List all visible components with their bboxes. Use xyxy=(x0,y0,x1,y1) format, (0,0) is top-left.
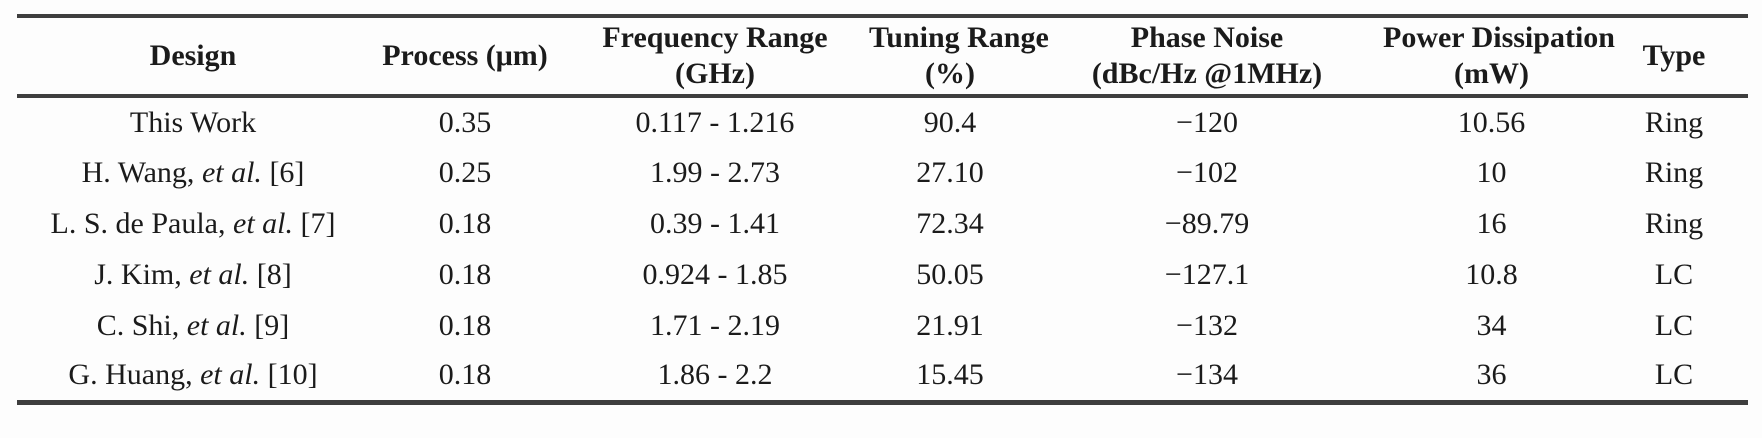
paper-table-page: Design Process (μm) Frequency Range (GHz… xyxy=(0,14,1762,438)
cell-tuning-range: 21.91 xyxy=(916,308,984,342)
col-header-tuning-range: Tuning Range (%) xyxy=(869,16,1049,96)
cell-power-dissipation: 16 xyxy=(1476,206,1507,240)
cell-frequency-range: 1.71 - 2.19 xyxy=(650,308,780,342)
cell-tuning-range: 27.10 xyxy=(916,155,984,189)
header-line: (dBc/Hz @1MHz) xyxy=(1091,57,1323,90)
header-line: (mW) xyxy=(1454,57,1529,90)
cell-phase-noise: −134 xyxy=(1176,358,1238,392)
col-header-type: Type xyxy=(1600,16,1748,96)
header-line: Frequency Range xyxy=(602,21,828,54)
cell-type: Ring xyxy=(1644,105,1704,139)
design-ref: [6] xyxy=(261,155,305,189)
design-etal: et al. xyxy=(186,308,247,342)
cell-tuning-range: 15.45 xyxy=(916,358,984,392)
header-line: Type xyxy=(1642,39,1706,72)
design-name: H. Wang, xyxy=(81,155,202,189)
cell-process: 0.35 xyxy=(438,105,492,139)
design-etal: et al. xyxy=(200,358,261,392)
cell-type: LC xyxy=(1654,358,1694,392)
table-header: Design Process (μm) Frequency Range (GHz… xyxy=(17,16,1748,96)
header-line: Design xyxy=(149,39,237,72)
design-name: L. S. de Paula, xyxy=(50,206,233,240)
cell-power-dissipation: 10.56 xyxy=(1457,105,1526,139)
header-line: Power Dissipation xyxy=(1383,21,1615,54)
col-header-process: Process (μm) xyxy=(369,16,561,96)
cell-process: 0.18 xyxy=(438,358,492,392)
cell-power-dissipation: 36 xyxy=(1476,358,1507,392)
cell-tuning-range: 90.4 xyxy=(923,105,977,139)
cell-process: 0.25 xyxy=(438,155,492,189)
cell-phase-noise: −120 xyxy=(1176,105,1238,139)
design-etal: et al. xyxy=(233,206,293,240)
cell-phase-noise: −127.1 xyxy=(1164,257,1250,291)
col-header-frequency-range: Frequency Range (GHz) xyxy=(561,16,869,96)
header-line: (GHz) xyxy=(675,57,755,90)
table-row: This Work 0.35 0.117 - 1.216 90.4 −120 1… xyxy=(17,96,1748,147)
table-row: G. Huang, et al. [10] 0.18 1.86 - 2.2 15… xyxy=(17,351,1748,402)
cell-process: 0.18 xyxy=(438,206,492,240)
cell-design: C. Shi, et al. [9] xyxy=(17,300,369,351)
cell-frequency-range: 1.99 - 2.73 xyxy=(650,155,780,189)
header-line: Phase Noise xyxy=(1130,21,1284,54)
design-name: This Work xyxy=(129,105,257,139)
cell-design: G. Huang, et al. [10] xyxy=(17,351,369,402)
table-row: H. Wang, et al. [6] 0.25 1.99 - 2.73 27.… xyxy=(17,147,1748,198)
col-header-power-dissipation: Power Dissipation (mW) xyxy=(1383,16,1615,96)
cell-power-dissipation: 10.8 xyxy=(1465,257,1518,291)
table-row: C. Shi, et al. [9] 0.18 1.71 - 2.19 21.9… xyxy=(17,300,1748,351)
cell-phase-noise: −102 xyxy=(1176,155,1238,189)
design-name: C. Shi, xyxy=(96,308,187,342)
cell-process: 0.18 xyxy=(438,257,492,291)
header-line: Process (μm) xyxy=(382,39,548,72)
header-line: Tuning Range xyxy=(869,21,1049,54)
cell-phase-noise: −132 xyxy=(1176,308,1238,342)
cell-design: This Work xyxy=(17,96,369,147)
cell-design: L. S. de Paula, et al. [7] xyxy=(17,198,369,249)
design-ref: [10] xyxy=(260,358,318,392)
cell-type: LC xyxy=(1654,308,1694,342)
design-etal: et al. xyxy=(201,155,262,189)
col-header-design: Design xyxy=(17,16,369,96)
cell-phase-noise: −89.79 xyxy=(1164,206,1250,240)
cell-frequency-range: 1.86 - 2.2 xyxy=(657,358,773,392)
cell-design: J. Kim, et al. [8] xyxy=(17,249,369,300)
design-ref: [8] xyxy=(249,257,292,291)
design-name: G. Huang, xyxy=(68,358,201,392)
cell-type: Ring xyxy=(1644,206,1704,240)
design-ref: [9] xyxy=(246,308,290,342)
cell-process: 0.18 xyxy=(438,308,492,342)
comparison-table: Design Process (μm) Frequency Range (GHz… xyxy=(17,14,1748,405)
table-row: J. Kim, et al. [8] 0.18 0.924 - 1.85 50.… xyxy=(17,249,1748,300)
header-line: (%) xyxy=(925,57,975,90)
table-body: This Work 0.35 0.117 - 1.216 90.4 −120 1… xyxy=(17,96,1748,402)
header-row: Design Process (μm) Frequency Range (GHz… xyxy=(17,16,1748,96)
cell-frequency-range: 0.924 - 1.85 xyxy=(642,257,788,291)
design-name: J. Kim, xyxy=(94,257,190,291)
table-row: L. S. de Paula, et al. [7] 0.18 0.39 - 1… xyxy=(17,198,1748,249)
cell-frequency-range: 0.39 - 1.41 xyxy=(650,206,780,240)
cell-design: H. Wang, et al. [6] xyxy=(17,147,369,198)
cell-power-dissipation: 34 xyxy=(1476,308,1507,342)
col-header-phase-noise: Phase Noise (dBc/Hz @1MHz) xyxy=(1031,16,1383,96)
cell-tuning-range: 72.34 xyxy=(916,206,984,240)
cell-type: LC xyxy=(1654,257,1694,291)
design-ref: [7] xyxy=(293,206,336,240)
cell-type: Ring xyxy=(1644,155,1704,189)
design-etal: et al. xyxy=(189,257,250,291)
cell-tuning-range: 50.05 xyxy=(916,257,984,291)
cell-power-dissipation: 10 xyxy=(1476,155,1507,189)
cell-frequency-range: 0.117 - 1.216 xyxy=(635,105,795,139)
